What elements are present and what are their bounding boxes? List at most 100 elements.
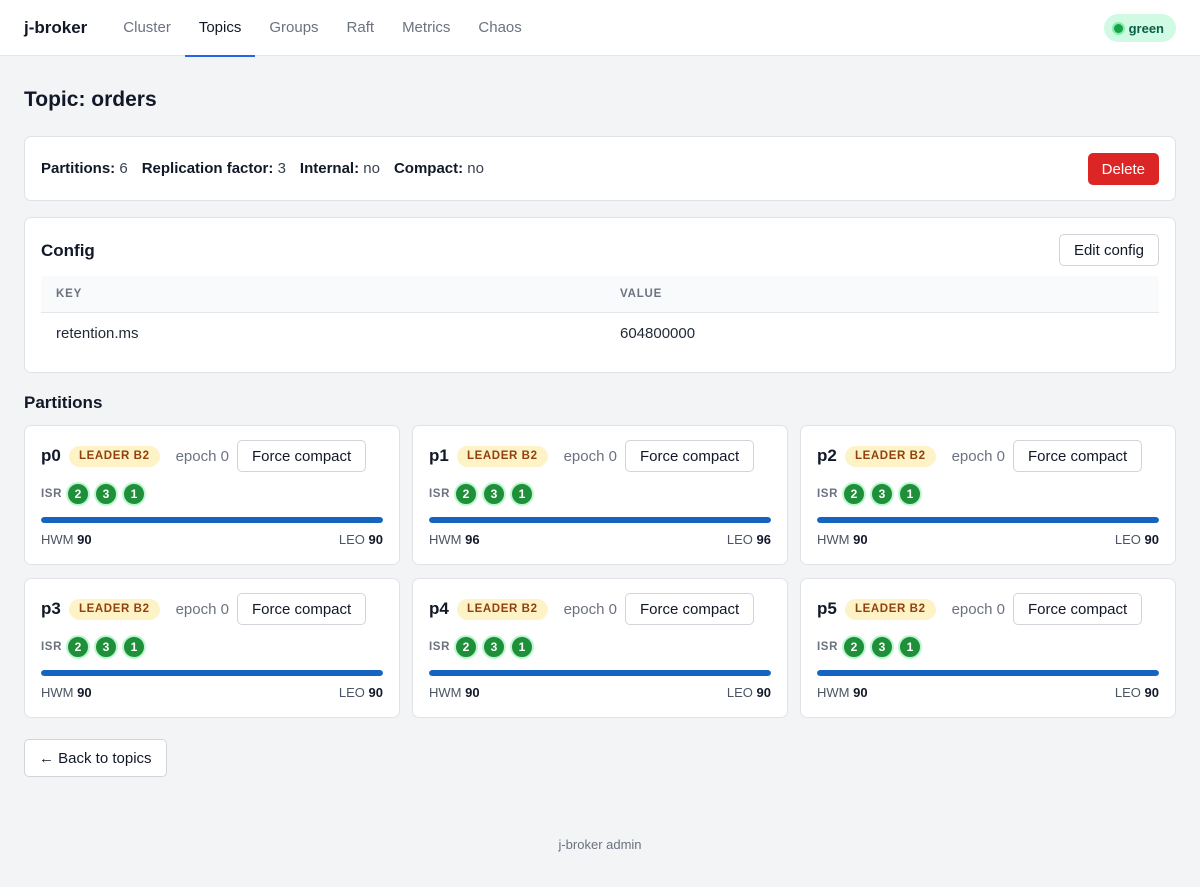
hwm-value: 90 bbox=[853, 532, 868, 547]
hwm-label: HWM bbox=[41, 532, 74, 547]
delete-topic-button[interactable]: Delete bbox=[1087, 153, 1159, 185]
brand-logo[interactable]: j-broker bbox=[24, 17, 88, 37]
isr-row: ISR 2 3 1 bbox=[41, 635, 383, 659]
config-key-cell: retention.ms bbox=[56, 324, 139, 342]
nav-link-raft[interactable]: Raft bbox=[346, 19, 375, 36]
partition-id: p2 bbox=[817, 446, 837, 465]
hwm: HWM 90 bbox=[429, 685, 480, 700]
column-header-key: KEY bbox=[41, 276, 605, 313]
force-compact-button[interactable]: Force compact bbox=[236, 593, 367, 625]
leader-badge: LEADER B2 bbox=[845, 598, 936, 620]
nav-link-chaos[interactable]: Chaos bbox=[478, 19, 522, 36]
leader-badge: LEADER B2 bbox=[845, 445, 936, 467]
partitions-count: Partitions: 6 bbox=[41, 160, 128, 177]
hwm-label: HWM bbox=[817, 685, 850, 700]
isr-label: ISR bbox=[41, 641, 62, 653]
nav-link-topics[interactable]: Topics bbox=[184, 0, 256, 57]
top-nav: j-broker Cluster Topics Groups Raft Metr… bbox=[0, 0, 1200, 57]
partition-card: p4 LEADER B2 epoch 0 Force compact ISR 2… bbox=[412, 578, 788, 718]
epoch-label: epoch 0 bbox=[563, 600, 617, 618]
offset-progress-bar bbox=[41, 517, 383, 523]
watermarks: HWM 90 LEO 90 bbox=[817, 532, 1159, 547]
force-compact-button[interactable]: Force compact bbox=[236, 440, 367, 472]
offset-progress-fill bbox=[429, 670, 771, 676]
epoch-label: epoch 0 bbox=[951, 600, 1005, 618]
partitions-value: 6 bbox=[119, 160, 128, 177]
hwm: HWM 96 bbox=[429, 532, 480, 547]
hwm-label: HWM bbox=[41, 685, 74, 700]
health-label: green bbox=[1128, 20, 1164, 36]
isr-replica: 3 bbox=[481, 482, 506, 506]
partition-card: p2 LEADER B2 epoch 0 Force compact ISR 2… bbox=[800, 425, 1176, 565]
page-title: Topic: orders bbox=[24, 88, 157, 111]
isr-label: ISR bbox=[429, 488, 450, 500]
isr-replica: 1 bbox=[121, 635, 146, 659]
hwm-label: HWM bbox=[429, 685, 462, 700]
hwm-value: 90 bbox=[465, 685, 480, 700]
isr-label: ISR bbox=[429, 641, 450, 653]
leo-value: 90 bbox=[756, 685, 771, 700]
offset-progress-fill bbox=[41, 517, 383, 523]
watermarks: HWM 90 LEO 90 bbox=[41, 685, 383, 700]
isr-replica: 1 bbox=[121, 482, 146, 506]
hwm-value: 96 bbox=[465, 532, 480, 547]
partition-card: p0 LEADER B2 epoch 0 Force compact ISR 2… bbox=[24, 425, 400, 565]
replication-value: 3 bbox=[277, 160, 286, 177]
isr-row: ISR 2 3 1 bbox=[817, 482, 1159, 506]
config-card: Config Edit config KEY VALUE retention.m… bbox=[24, 217, 1176, 373]
partition-id: p4 bbox=[429, 599, 449, 618]
config-table: KEY VALUE retention.ms 604800000 bbox=[41, 276, 1159, 354]
compact-label: Compact: bbox=[393, 160, 464, 177]
leo-value: 90 bbox=[1144, 532, 1159, 547]
cluster-health-badge: green bbox=[1103, 14, 1176, 42]
leo: LEO 90 bbox=[1115, 685, 1159, 700]
force-compact-button[interactable]: Force compact bbox=[1012, 593, 1143, 625]
force-compact-button[interactable]: Force compact bbox=[624, 440, 755, 472]
hwm: HWM 90 bbox=[41, 532, 92, 547]
status-dot-icon bbox=[1113, 23, 1123, 33]
nav-link-cluster[interactable]: Cluster bbox=[123, 19, 171, 36]
offset-progress-fill bbox=[817, 670, 1159, 676]
leo: LEO 96 bbox=[727, 532, 771, 547]
epoch-label: epoch 0 bbox=[175, 600, 229, 618]
nav-link-metrics[interactable]: Metrics bbox=[402, 19, 451, 36]
leo: LEO 90 bbox=[1115, 532, 1159, 547]
leader-badge: LEADER B2 bbox=[69, 598, 160, 620]
nav-link-groups[interactable]: Groups bbox=[269, 19, 319, 36]
offset-progress-bar bbox=[817, 670, 1159, 676]
partition-id: p0 bbox=[41, 446, 61, 465]
force-compact-button[interactable]: Force compact bbox=[1012, 440, 1143, 472]
offset-progress-bar bbox=[429, 517, 771, 523]
isr-replica: 2 bbox=[65, 635, 90, 659]
edit-config-button[interactable]: Edit config bbox=[1058, 234, 1159, 266]
isr-replica: 1 bbox=[897, 482, 922, 506]
isr-replica: 2 bbox=[841, 635, 866, 659]
force-compact-button[interactable]: Force compact bbox=[624, 593, 755, 625]
partitions-grid: p0 LEADER B2 epoch 0 Force compact ISR 2… bbox=[24, 425, 1176, 718]
back-to-topics-button[interactable]: ← Back to topics bbox=[24, 739, 167, 777]
isr-replica: 2 bbox=[65, 482, 90, 506]
leo: LEO 90 bbox=[727, 685, 771, 700]
internal-flag: Internal: no bbox=[300, 160, 380, 177]
hwm-value: 90 bbox=[77, 532, 92, 547]
leader-badge: LEADER B2 bbox=[457, 445, 548, 467]
leo-label: LEO bbox=[338, 685, 365, 700]
isr-row: ISR 2 3 1 bbox=[817, 635, 1159, 659]
partition-card: p1 LEADER B2 epoch 0 Force compact ISR 2… bbox=[412, 425, 788, 565]
hwm: HWM 90 bbox=[817, 532, 868, 547]
isr-replica: 1 bbox=[897, 635, 922, 659]
isr-label: ISR bbox=[817, 641, 838, 653]
isr-replica: 1 bbox=[509, 482, 534, 506]
isr-replica: 3 bbox=[869, 635, 894, 659]
hwm-value: 90 bbox=[77, 685, 92, 700]
hwm-value: 90 bbox=[853, 685, 868, 700]
topic-summary-card: Partitions: 6 Replication factor: 3 Inte… bbox=[24, 136, 1176, 201]
isr-label: ISR bbox=[817, 488, 838, 500]
isr-replica: 3 bbox=[869, 482, 894, 506]
isr-row: ISR 2 3 1 bbox=[429, 482, 771, 506]
leo: LEO 90 bbox=[339, 532, 383, 547]
partitions-section-title: Partitions bbox=[24, 393, 103, 412]
table-row: retention.ms 604800000 bbox=[41, 312, 1159, 354]
offset-progress-fill bbox=[429, 517, 771, 523]
leo-label: LEO bbox=[726, 532, 753, 547]
